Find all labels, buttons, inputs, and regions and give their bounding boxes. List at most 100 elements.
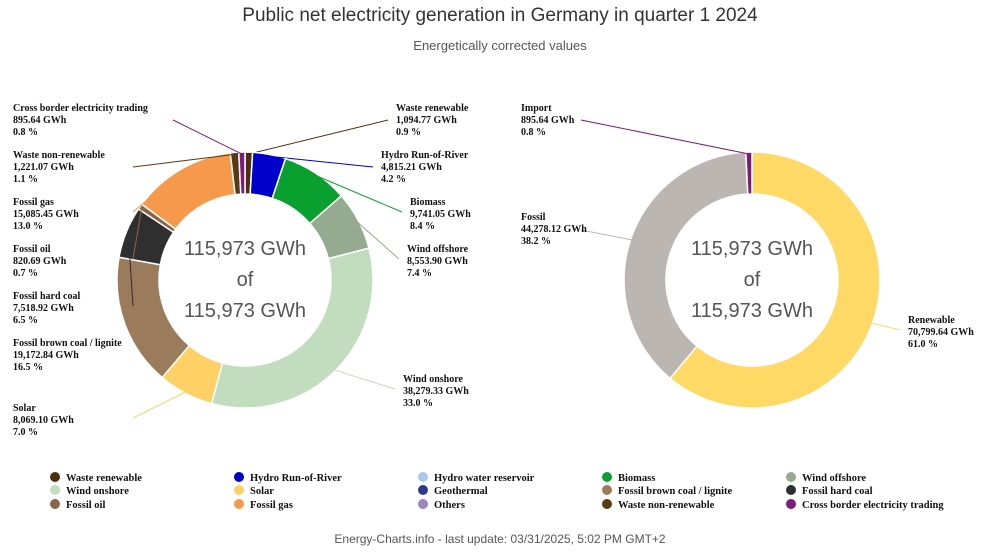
legend-marker-solar — [234, 485, 244, 495]
legend-marker-cross-border-electricity-trading — [786, 499, 796, 509]
callout-line-fossil-oil — [132, 207, 143, 260]
label-value-fossil-hard-coal: 7,518.92 GWh — [13, 303, 74, 314]
slice-renewable[interactable] — [669, 151, 881, 409]
label-percent-hydro-run-of-river: 4.2 % — [381, 174, 406, 185]
callout-line-wind-onshore — [333, 369, 396, 390]
legend-item-fossil-hard-coal[interactable]: Fossil hard coal — [786, 485, 873, 497]
callout-line-fossil-gas — [132, 170, 183, 213]
label-name-fossil-gas: Fossil gas — [13, 197, 54, 208]
legend-item-solar[interactable]: Solar — [234, 485, 274, 497]
label-percent-fossil-hard-coal: 6.5 % — [13, 315, 38, 326]
legend-item-hydro-water-reservoir[interactable]: Hydro water reservoir — [418, 472, 535, 484]
label-name-fossil-hard-coal: Fossil hard coal — [13, 291, 80, 302]
legend-item-biomass[interactable]: Biomass — [602, 472, 655, 484]
label-name-waste-non-renewable: Waste non-renewable — [13, 150, 105, 161]
label-name-solar: Solar — [13, 403, 36, 414]
footer-last-update: Energy-Charts.info - last update: 03/31/… — [334, 532, 666, 546]
legend-label-fossil-hard-coal: Fossil hard coal — [802, 486, 873, 497]
legend-marker-others — [418, 499, 428, 509]
chart-subtitle: Energetically corrected values — [413, 38, 587, 53]
slice-wind-onshore[interactable] — [210, 247, 374, 409]
label-percent-waste-renewable: 0.9 % — [396, 127, 421, 138]
callout-line-fossil-hard-coal — [127, 232, 134, 307]
callout-line-waste-renewable — [248, 119, 389, 155]
legend-marker-biomass — [602, 472, 612, 482]
callout-line-biomass — [314, 174, 403, 213]
label-percent-biomass: 8.4 % — [410, 221, 435, 232]
legend-label-biomass: Biomass — [618, 473, 655, 484]
slice-cross-border-electricity-trading[interactable] — [237, 151, 246, 195]
label-name-biomass: Biomass — [410, 197, 446, 208]
legend-item-wind-offshore[interactable]: Wind offshore — [786, 472, 866, 484]
legend-item-waste-renewable[interactable]: Waste renewable — [50, 472, 142, 484]
legend-marker-geothermal — [418, 485, 428, 495]
label-value-fossil-brown-coal-lignite: 19,172.84 GWh — [13, 350, 79, 361]
label-percent-fossil-gas: 13.0 % — [13, 221, 43, 232]
legend-item-fossil-gas[interactable]: Fossil gas — [234, 499, 293, 511]
label-value-renewable: 70,799.64 GWh — [908, 327, 974, 338]
label-value-fossil-oil: 820.69 GWh — [13, 256, 67, 267]
label-percent-cross-border-electricity-trading: 0.8 % — [13, 127, 38, 138]
legend-label-waste-renewable: Waste renewable — [66, 473, 142, 484]
label-percent-fossil-oil: 0.7 % — [13, 268, 38, 279]
label-name-fossil-brown-coal-lignite: Fossil brown coal / lignite — [13, 338, 122, 349]
legend-marker-wind-onshore — [50, 485, 60, 495]
legend-item-waste-non-renewable[interactable]: Waste non-renewable — [602, 499, 715, 511]
label-value-waste-non-renewable: 1,221.07 GWh — [13, 162, 74, 173]
legend-item-fossil-oil[interactable]: Fossil oil — [50, 499, 105, 511]
legend-label-fossil-brown-coal-lignite: Fossil brown coal / lignite — [618, 486, 732, 497]
legend-label-geothermal: Geothermal — [434, 486, 488, 497]
legend-label-wind-onshore: Wind onshore — [66, 486, 129, 497]
legend-marker-fossil-oil — [50, 499, 60, 509]
label-name-fossil-oil: Fossil oil — [13, 244, 51, 255]
legend-item-cross-border-electricity-trading[interactable]: Cross border electricity trading — [786, 499, 944, 511]
legend-label-waste-non-renewable: Waste non-renewable — [618, 500, 715, 511]
center-text-2: of — [237, 269, 254, 291]
label-percent-solar: 7.0 % — [13, 427, 38, 438]
legend-item-hydro-run-of-river[interactable]: Hydro Run-of-River — [234, 472, 342, 484]
center-text-2: of — [744, 269, 761, 291]
slice-fossil[interactable] — [623, 151, 749, 380]
center-text-1: 115,973 GWh — [184, 238, 306, 260]
label-name-wind-offshore: Wind offshore — [407, 244, 469, 255]
legend-label-others: Others — [434, 500, 465, 511]
center-text-3: 115,973 GWh — [691, 300, 813, 322]
legend-label-solar: Solar — [250, 486, 274, 497]
label-percent-renewable: 61.0 % — [908, 339, 938, 350]
label-percent-import: 0.8 % — [521, 127, 546, 138]
label-value-biomass: 9,741.05 GWh — [410, 209, 471, 220]
callout-line-wind-offshore — [356, 220, 400, 260]
legend-label-cross-border-electricity-trading: Cross border electricity trading — [802, 500, 944, 511]
label-value-import: 895.64 GWh — [521, 115, 575, 126]
callout-line-waste-non-renewable — [132, 153, 235, 168]
label-value-hydro-run-of-river: 4,815.21 GWh — [381, 162, 442, 173]
legend-item-geothermal[interactable]: Geothermal — [418, 485, 488, 497]
legend-item-others[interactable]: Others — [418, 499, 465, 511]
label-value-cross-border-electricity-trading: 895.64 GWh — [13, 115, 67, 126]
callout-line-renewable — [870, 322, 901, 331]
legend-item-wind-onshore[interactable]: Wind onshore — [50, 485, 129, 497]
legend-label-hydro-water-reservoir: Hydro water reservoir — [434, 473, 535, 484]
label-percent-waste-non-renewable: 1.1 % — [13, 174, 38, 185]
slice-import[interactable] — [745, 151, 753, 195]
legend-marker-fossil-brown-coal-lignite — [602, 485, 612, 495]
label-percent-fossil: 38.2 % — [521, 236, 551, 247]
label-name-renewable: Renewable — [908, 315, 955, 326]
label-percent-wind-onshore: 33.0 % — [403, 398, 433, 409]
center-text-3: 115,973 GWh — [184, 300, 306, 322]
label-value-fossil-gas: 15,085.45 GWh — [13, 209, 79, 220]
legend-label-fossil-oil: Fossil oil — [66, 500, 105, 511]
legend-marker-hydro-run-of-river — [234, 472, 244, 482]
legend-marker-hydro-water-reservoir — [418, 472, 428, 482]
label-name-wind-onshore: Wind onshore — [403, 374, 463, 385]
label-name-waste-renewable: Waste renewable — [396, 103, 469, 114]
center-text-1: 115,973 GWh — [691, 238, 813, 260]
label-name-fossil: Fossil — [521, 212, 546, 223]
legend-item-fossil-brown-coal-lignite[interactable]: Fossil brown coal / lignite — [602, 485, 732, 497]
label-name-cross-border-electricity-trading: Cross border electricity trading — [13, 103, 148, 114]
label-value-solar: 8,069.10 GWh — [13, 415, 74, 426]
label-name-hydro-run-of-river: Hydro Run-of-River — [381, 150, 469, 161]
